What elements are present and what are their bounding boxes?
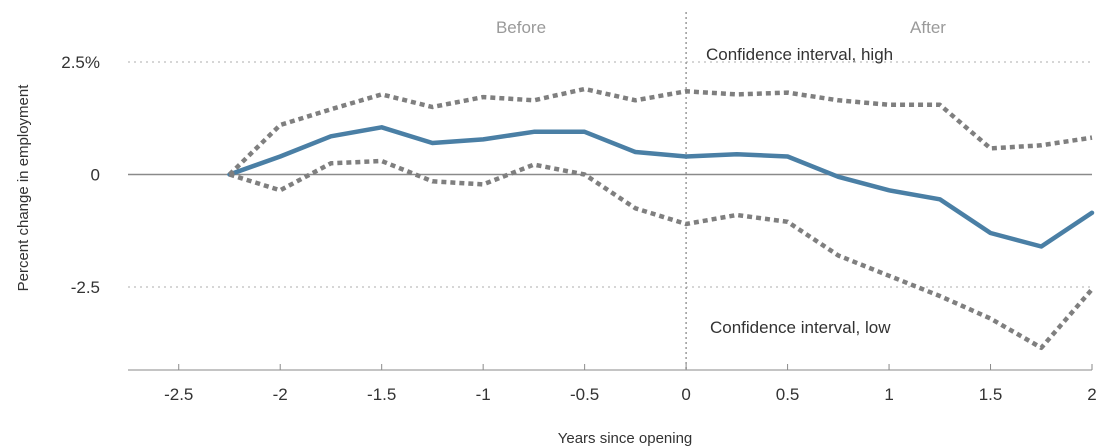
annotation-ci-low: Confidence interval, low <box>710 318 891 337</box>
x-tick-label: -2 <box>273 385 288 404</box>
section-label-after: After <box>910 18 946 37</box>
x-tick-label: -2.5 <box>164 385 193 404</box>
section-label-before: Before <box>496 18 546 37</box>
y-tick-label: 2.5% <box>61 53 100 72</box>
x-tick-label: -0.5 <box>570 385 599 404</box>
y-tick-label: -2.5 <box>71 278 100 297</box>
x-tick-label: 0 <box>681 385 690 404</box>
y-axis-title: Percent change in employment <box>15 84 32 292</box>
estimate-line <box>227 125 1095 249</box>
ci-high-line <box>227 86 1093 177</box>
x-tick-label: 1 <box>884 385 893 404</box>
labels: Before After Confidence interval, high C… <box>15 18 946 447</box>
x-tick-label: 0.5 <box>776 385 800 404</box>
x-tick-label: 1.5 <box>979 385 1003 404</box>
series-lines <box>227 86 1095 351</box>
x-tick-label: -1.5 <box>367 385 396 404</box>
x-tick-label: -1 <box>476 385 491 404</box>
axes: 2.5% 0 -2.5 -2.5 -2 -1.5 -1 -0.5 0 0.5 1 1.5 2 <box>61 53 1096 404</box>
gridlines <box>128 12 1092 370</box>
x-axis-title: Years since opening <box>558 430 693 447</box>
x-tick-label: 2 <box>1087 385 1096 404</box>
annotation-ci-high: Confidence interval, high <box>706 45 893 64</box>
y-tick-label: 0 <box>91 166 100 185</box>
ci-low-line <box>228 158 1094 351</box>
